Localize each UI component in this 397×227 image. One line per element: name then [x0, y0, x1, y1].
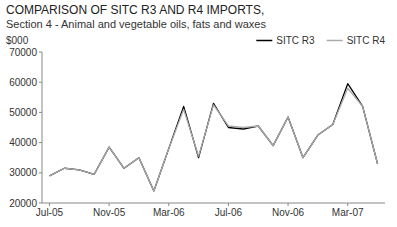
subtitle: Section 4 - Animal and vegetable oils, f… — [6, 18, 266, 30]
axes: 20000 30000 40000 50000 60000 70000 Jul-05 Nov-… — [9, 47, 385, 219]
y-tick-label: 20000 — [9, 198, 37, 209]
legend-swatch — [327, 40, 343, 42]
title: COMPARISON OF SITC R3 AND R4 IMPORTS, — [6, 3, 264, 17]
x-tick-label: Jul-05 — [36, 207, 64, 218]
legend-swatch — [256, 40, 272, 42]
y-tick-label: 60000 — [9, 77, 37, 88]
x-tick-label: Nov-06 — [272, 207, 305, 218]
y-axis-label: $000 — [6, 35, 29, 46]
legend: SITC R4 SITC R3 — [256, 35, 385, 46]
y-tick-label: 70000 — [9, 47, 37, 58]
chart-svg: COMPARISON OF SITC R3 AND R4 IMPORTS,Sec… — [0, 0, 397, 227]
series-line — [49, 84, 377, 191]
x-tick-label: Mar-07 — [332, 207, 364, 218]
y-tick-label: 40000 — [9, 137, 37, 148]
x-tick-label: Jul-06 — [215, 207, 243, 218]
series-line — [49, 88, 377, 191]
legend-label: SITC R3 — [276, 35, 315, 46]
page: {"chart_data": {"type": "line", "title":… — [0, 0, 397, 227]
legend-label: SITC R4 — [347, 35, 386, 46]
x-tick-label: Mar-06 — [153, 207, 185, 218]
y-tick-label: 30000 — [9, 167, 37, 178]
x-tick-label: Nov-05 — [93, 207, 126, 218]
y-tick-label: 50000 — [9, 107, 37, 118]
plot-area — [49, 84, 377, 191]
chart-container: COMPARISON OF SITC R3 AND R4 IMPORTS,Sec… — [0, 0, 397, 227]
y-axis-line — [42, 52, 43, 203]
x-axis-line — [42, 203, 385, 204]
